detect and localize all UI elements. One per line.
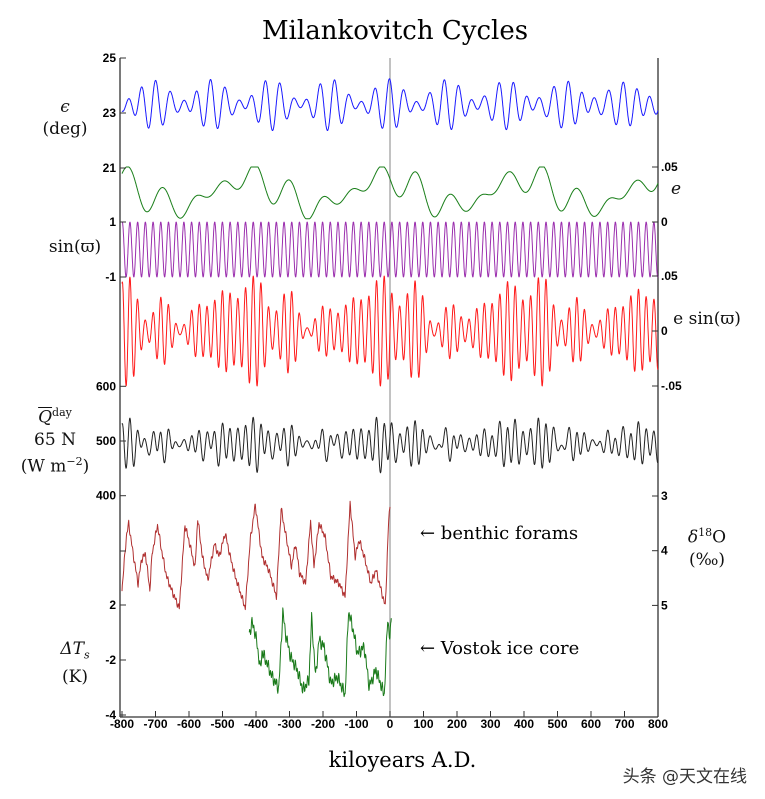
insolation-latitude: 65 N [34, 429, 76, 450]
x-tick-label: 300 [480, 717, 500, 731]
x-tick-label: -800 [110, 717, 134, 731]
climatic-precession-series-line [121, 275, 659, 387]
benthic-forams-annotation: ← benthic forams [420, 523, 579, 544]
right-tick-label: -.05 [661, 379, 682, 393]
left-tick-label: 600 [96, 379, 116, 393]
obliquity-series-line [121, 78, 659, 131]
left-tick-label: 21 [103, 161, 117, 175]
sin-precession-series-line [121, 221, 659, 278]
right-tick-label: .05 [661, 160, 678, 174]
left-tick-label: -1 [105, 270, 116, 284]
left-tick-label: 23 [103, 106, 117, 120]
eccentricity-label: e [670, 179, 682, 199]
x-tick-label: -400 [244, 717, 268, 731]
x-tick-label: 500 [547, 717, 567, 731]
left-tick-label: -4 [105, 708, 116, 722]
deltaT-unit: (K) [62, 667, 88, 688]
insolation-series-line [121, 416, 659, 474]
delta18o-o: O [712, 527, 727, 548]
x-tick-label: 0 [387, 717, 394, 731]
right-tick-label: 0 [661, 324, 668, 338]
deltaT-symbol: ΔT [60, 639, 84, 659]
x-tick-label: 700 [614, 717, 634, 731]
climatic-precession-label: e sin(ϖ) [673, 309, 741, 329]
delta18o-label: δ18O (‰) [662, 522, 752, 571]
obliquity-symbol: ϵ [60, 97, 70, 117]
left-tick-label: 400 [96, 489, 116, 503]
insolation-symbol: Q [38, 407, 53, 428]
obliquity-label: ϵ (deg) [20, 96, 110, 140]
left-tick-label: -2 [105, 653, 116, 667]
right-tick-label: .05 [661, 269, 678, 283]
x-tick-label: -600 [177, 717, 201, 731]
x-tick-label: 400 [514, 717, 534, 731]
eccentricity-series-line [121, 166, 659, 220]
x-tick-label: -300 [277, 717, 301, 731]
x-tick-label: -200 [311, 717, 335, 731]
insolation-unit-close: ) [82, 456, 90, 477]
insolation-unit-exp: −2 [66, 454, 83, 468]
x-axis-label: kiloyears A.D. [328, 748, 477, 772]
vostok-annotation: ← Vostok ice core [420, 638, 580, 659]
x-tick-label: 200 [447, 717, 467, 731]
deltaT-label: ΔTs (K) [30, 638, 120, 688]
obliquity-unit: (deg) [42, 119, 88, 139]
left-tick-label: 500 [96, 434, 116, 448]
deltaT-sub: s [83, 648, 90, 662]
right-tick-label: 0 [661, 215, 668, 229]
right-tick-label: 4 [661, 544, 668, 558]
right-tick-label: 3 [661, 489, 668, 503]
watermark: 头条 @天文在线 [622, 767, 747, 787]
benthic-forams-series-line [121, 500, 391, 611]
insolation-unit: (W m [20, 456, 67, 477]
insolation-sup: day [52, 406, 72, 419]
x-tick-label: 100 [413, 717, 433, 731]
left-tick-label: 25 [103, 51, 117, 65]
x-tick-label: -100 [344, 717, 368, 731]
x-tick-label: -700 [143, 717, 167, 731]
sin-precession-label: sin(ϖ) [48, 237, 102, 257]
vostok-series-line [248, 607, 392, 698]
x-tick-label: 800 [648, 717, 668, 731]
left-tick-label: 1 [109, 215, 116, 229]
right-tick-label: 5 [661, 598, 668, 612]
delta18o-sup: 18 [698, 526, 713, 539]
chart-title: Milankovitch Cycles [261, 16, 529, 46]
delta18o-symbol: δ [687, 527, 699, 548]
left-tick-label: 2 [109, 598, 116, 612]
insolation-label: Qday 65 N (W m−2) [0, 402, 110, 477]
x-tick-label: -500 [210, 717, 234, 731]
x-tick-label: 600 [581, 717, 601, 731]
delta18o-unit: (‰) [688, 549, 726, 570]
